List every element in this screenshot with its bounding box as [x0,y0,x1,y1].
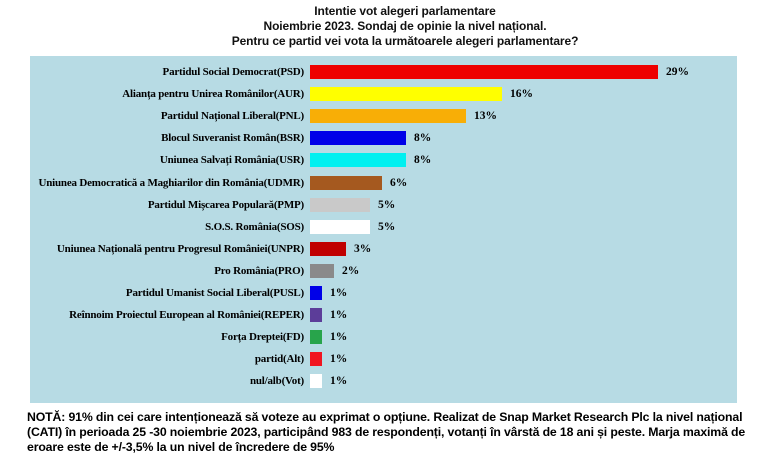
value-label: 1% [330,309,348,322]
chart-row: Uniunea Națională pentru Progresul Român… [30,238,737,260]
chart-row: Partidul Social Democrat(PSD) 29% [30,61,737,83]
chart-row: Partidul Umanist Social Liberal(PUSL) 1% [30,282,737,304]
value-label: 13% [474,110,497,123]
chart-title-line2: Noiembrie 2023. Sondaj de opinie la nive… [263,19,547,33]
value-label: 2% [342,264,360,277]
footnote: NOTĂ: 91% din cei care intenționează să … [27,410,746,454]
chart-row: Partidul Național Liberal(PNL) 13% [30,105,737,127]
party-label: Blocul Suveranist Român(BSR) [161,132,304,145]
chart-row: Reînnoim Proiectul European al României(… [30,304,737,326]
chart-row: Partidul Mișcarea Populară(PMP) 5% [30,194,737,216]
bar [310,330,322,345]
bar [310,131,406,146]
value-label: 5% [378,198,396,211]
party-label: Uniunea Națională pentru Progresul Român… [56,242,304,255]
chart-row: Uniunea Salvați România(USR) 8% [30,149,737,171]
value-label: 1% [330,353,348,366]
chart-title-line3: Pentru ce partid vei vota la următoarele… [231,34,579,48]
bar [310,109,466,124]
party-label: Partidul Social Democrat(PSD) [162,66,305,79]
chart-row: Alianța pentru Unirea Românilor(AUR) 16% [30,83,737,105]
chart-row: Blocul Suveranist Român(BSR) 8% [30,127,737,149]
chart-row: nul/alb(Vot) 1% [30,370,737,392]
party-label: Partidul Umanist Social Liberal(PUSL) [125,286,304,299]
value-label: 6% [390,176,408,189]
value-label: 29% [666,66,689,79]
chart-row: S.O.S. România(SOS) 5% [30,216,737,238]
party-label: Alianța pentru Unirea Românilor(AUR) [122,88,304,101]
bar [310,197,370,212]
party-label: nul/alb(Vot) [249,375,304,388]
party-label: Reînnoim Proiectul European al României(… [69,309,304,322]
bar-rows: Partidul Social Democrat(PSD) 29% Alianța … [30,56,737,392]
bar [310,175,382,190]
chart-area: Partidul Social Democrat(PSD) 29% Alianța … [30,56,737,403]
bar [310,65,658,80]
bar [310,87,502,102]
party-label: Uniunea Salvați România(USR) [159,154,304,167]
bar [310,374,322,389]
value-label: 3% [354,242,372,255]
party-label: Partidul Mișcarea Populară(PMP) [147,198,304,211]
value-label: 5% [378,220,396,233]
bar [310,153,406,168]
party-label: Uniunea Democratică a Maghiarilor din Ro… [38,176,305,189]
chart-title-block: Intentie vot alegeri parlamentare Noiemb… [42,4,768,49]
value-label: 1% [330,375,348,388]
party-label: Forța Dreptei(FD) [221,331,304,344]
chart-row: Uniunea Democratică a Maghiarilor din Ro… [30,171,737,193]
bar [310,352,322,367]
party-label: S.O.S. România(SOS) [205,220,304,233]
party-label: Pro România(PRO) [214,264,304,277]
bar [310,308,322,323]
party-label: Partidul Național Liberal(PNL) [160,110,304,123]
chart-row: Forța Dreptei(FD) 1% [30,326,737,348]
bar [310,263,334,278]
value-label: 1% [330,331,348,344]
value-label: 16% [510,88,533,101]
bar [310,219,370,234]
party-label: partid(Alt) [254,353,304,366]
chart-title-line1: Intentie vot alegeri parlamentare [314,4,496,18]
bar [310,241,346,256]
chart-row: partid(Alt) 1% [30,348,737,370]
bar [310,285,322,300]
value-label: 8% [414,154,432,167]
value-label: 1% [330,286,348,299]
value-label: 8% [414,132,432,145]
chart-row: Pro România(PRO) 2% [30,260,737,282]
